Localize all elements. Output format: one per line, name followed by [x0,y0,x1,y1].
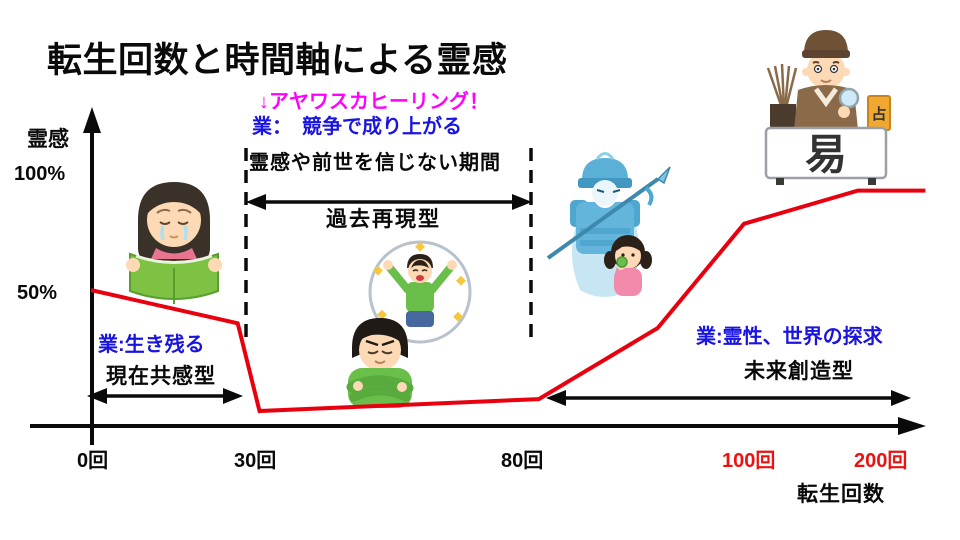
x-tick-200: 200回 [854,450,908,472]
samurai-ghost-illustration [546,152,671,297]
daydreaming-man-illustration [346,240,472,408]
fortune-teller-illustration: 占 易 [764,30,891,185]
x-tick-100: 100回 [722,450,776,472]
divination-sticks [766,63,798,109]
disbelief-period-label: 霊感や前世を信じない期間 [249,152,501,174]
divination-table [764,126,888,180]
hat [804,30,848,54]
y-axis-arrowhead [83,107,101,133]
y-axis-title: 霊感 [27,128,69,151]
x-tick-0: 0回 [77,450,109,472]
future-type-label: 未来創造型 [744,360,854,383]
past-type-label: 過去再現型 [326,208,441,231]
y-tick-100: 100% [14,163,66,185]
eki-table-character: 易 [805,131,847,178]
tears [160,225,165,241]
x-tick-80: 80回 [501,450,544,472]
crying-reader-illustration [126,182,222,304]
page-title: 転生回数と時間軸による霊感 [47,41,508,80]
uranai-sign-character: 占 [871,105,886,123]
present-empathy-arrow [87,388,243,404]
fortune-teller-face [807,51,845,89]
karma-survival-annotation: 業:生き残る [98,334,205,356]
x-tick-30: 30回 [234,450,277,472]
karma-competition-annotation: 業： 競争で成り上がる [252,116,462,138]
x-axis-arrowhead [898,417,926,435]
x-axis-title: 転生回数 [797,483,885,506]
future-creation-arrow [546,390,911,406]
candy [616,256,628,268]
present-type-label: 現在共感型 [106,365,216,388]
magnifier-icon [838,87,860,109]
karma-spirituality-annotation: 業:霊性、世界の探求 [696,326,883,348]
y-tick-50: 50% [17,282,58,304]
kabuto-helmet [582,158,628,180]
ayahuasca-annotation: ↓アヤワスカヒーリング！ [259,91,489,113]
arms-crossed-man [346,318,414,408]
